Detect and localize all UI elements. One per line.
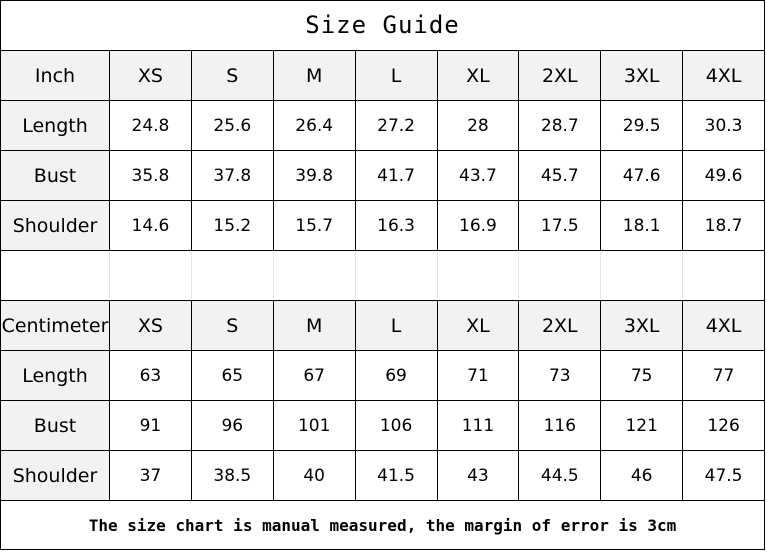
spacer-cell [518, 250, 602, 301]
table-row: Bust 35.8 37.8 39.8 41.7 43.7 45.7 47.6 49.6 [0, 150, 765, 201]
measurement-cell: 44.5 [518, 450, 602, 501]
measurement-cell: 46 [600, 450, 684, 501]
spacer-cell [272, 250, 356, 301]
measurement-cell: 47.6 [600, 150, 684, 201]
measurement-cell: 73 [518, 350, 602, 401]
measurement-cell: 116 [518, 400, 602, 451]
spacer-cell [682, 250, 765, 301]
size-header: 2XL [518, 50, 602, 101]
size-header: 3XL [600, 50, 684, 101]
measurement-cell: 18.1 [600, 200, 684, 251]
row-label: Bust [0, 400, 110, 451]
measurement-cell: 65 [190, 350, 274, 401]
measurement-cell: 24.8 [109, 100, 192, 151]
measurement-cell: 14.6 [109, 200, 192, 251]
unit-label: Inch [0, 50, 110, 101]
size-header: 4XL [682, 50, 765, 101]
size-header: XS [109, 50, 192, 101]
size-header: XL [436, 300, 520, 351]
table-row: Shoulder 14.6 15.2 15.7 16.3 16.9 17.5 18.1 18.7 [0, 200, 765, 251]
measurement-cell: 30.3 [682, 100, 765, 151]
measurement-cell: 16.3 [354, 200, 438, 251]
table-row: Shoulder 37 38.5 40 41.5 43 44.5 46 47.5 [0, 450, 765, 501]
measurement-cell: 27.2 [354, 100, 438, 151]
spacer-cell [190, 250, 274, 301]
measurement-cell: 17.5 [518, 200, 602, 251]
row-label: Length [0, 100, 110, 151]
spacer-cell [436, 250, 520, 301]
size-header: M [272, 50, 356, 101]
measurement-cell: 18.7 [682, 200, 765, 251]
measurement-cell: 126 [682, 400, 765, 451]
size-header: S [190, 300, 274, 351]
spacer-cell [0, 250, 110, 301]
row-label: Bust [0, 150, 110, 201]
measurement-cell: 29.5 [600, 100, 684, 151]
measurement-cell: 41.5 [354, 450, 438, 501]
row-label: Length [0, 350, 110, 401]
table-row: Length 63 65 67 69 71 73 75 77 [0, 350, 765, 401]
size-header: XL [436, 50, 520, 101]
measurement-cell: 37.8 [190, 150, 274, 201]
measurement-cell: 47.5 [682, 450, 765, 501]
table-row: Bust 91 96 101 106 111 116 121 126 [0, 400, 765, 451]
measurement-cell: 43 [436, 450, 520, 501]
measurement-cell: 101 [272, 400, 356, 451]
measurement-cell: 77 [682, 350, 765, 401]
measurement-cell: 38.5 [190, 450, 274, 501]
row-label: Shoulder [0, 200, 110, 251]
size-header: 2XL [518, 300, 602, 351]
size-header: L [354, 50, 438, 101]
measurement-cell: 75 [600, 350, 684, 401]
measurement-cell: 16.9 [436, 200, 520, 251]
measurement-cell: 71 [436, 350, 520, 401]
measurement-cell: 15.2 [190, 200, 274, 251]
measurement-cell: 28 [436, 100, 520, 151]
spacer-cell [109, 250, 192, 301]
measurement-cell: 96 [190, 400, 274, 451]
measurement-cell: 25.6 [190, 100, 274, 151]
size-header: S [190, 50, 274, 101]
measurement-cell: 37 [109, 450, 192, 501]
spacer-cell [600, 250, 684, 301]
size-header: 3XL [600, 300, 684, 351]
size-header: 4XL [682, 300, 765, 351]
size-table: Inch XS S M L XL 2XL 3XL 4XL Length 24.8 25.6 26.4 27… [0, 50, 765, 501]
page-title: Size Guide [305, 11, 460, 39]
measurement-cell: 28.7 [518, 100, 602, 151]
size-header: L [354, 300, 438, 351]
measurement-cell: 91 [109, 400, 192, 451]
size-header: XS [109, 300, 192, 351]
measurement-cell: 111 [436, 400, 520, 451]
measurement-cell: 69 [354, 350, 438, 401]
measurement-cell: 67 [272, 350, 356, 401]
row-label: Shoulder [0, 450, 110, 501]
measurement-cell: 39.8 [272, 150, 356, 201]
table-row: Length 24.8 25.6 26.4 27.2 28 28.7 29.5 30.3 [0, 100, 765, 151]
unit-label: Centimeter [0, 300, 110, 351]
header-row: Centimeter XS S M L XL 2XL 3XL 4XL [0, 300, 765, 351]
measurement-cell: 40 [272, 450, 356, 501]
measurement-cell: 15.7 [272, 200, 356, 251]
measurement-cell: 106 [354, 400, 438, 451]
spacer-cell [354, 250, 438, 301]
measurement-cell: 43.7 [436, 150, 520, 201]
spacer-row [0, 250, 765, 301]
measurement-cell: 26.4 [272, 100, 356, 151]
measurement-cell: 49.6 [682, 150, 765, 201]
header-row: Inch XS S M L XL 2XL 3XL 4XL [0, 50, 765, 101]
footer-note: The size chart is manual measured, the m… [88, 515, 677, 535]
measurement-cell: 41.7 [354, 150, 438, 201]
measurement-cell: 63 [109, 350, 192, 401]
size-header: M [272, 300, 356, 351]
measurement-cell: 35.8 [109, 150, 192, 201]
measurement-cell: 45.7 [518, 150, 602, 201]
measurement-cell: 121 [600, 400, 684, 451]
